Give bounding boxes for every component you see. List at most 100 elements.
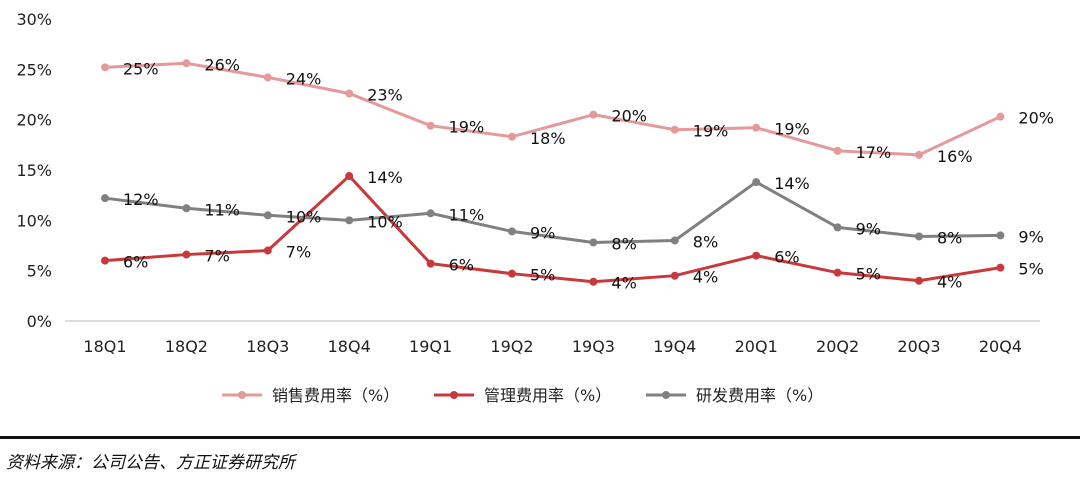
data-point (589, 277, 598, 286)
x-tick-label: 18Q4 (328, 337, 371, 356)
line-chart: 0% 5% 10% 15% 20% 25% 30% 18Q1 18Q2 18Q3 18Q4 19Q1 1… (16, 10, 1054, 405)
data-point (752, 123, 761, 132)
data-label: 7% (286, 243, 311, 262)
data-label: 4% (693, 268, 718, 287)
y-tick-label: 20% (16, 111, 52, 130)
data-point (345, 89, 354, 98)
data-label: 23% (367, 85, 403, 104)
data-point (915, 276, 923, 285)
legend-marker (238, 391, 246, 399)
y-tick-label: 15% (16, 161, 52, 180)
legend-label: 研发费用率（%） (696, 386, 823, 405)
legend-label: 销售费用率（%） (272, 386, 399, 405)
data-point (101, 256, 109, 265)
data-point (833, 268, 842, 277)
data-point (182, 204, 191, 213)
x-tick-label: 19Q2 (490, 337, 533, 356)
series-line (104, 173, 1001, 284)
x-tick-label: 20Q4 (979, 337, 1022, 356)
data-point (263, 73, 272, 82)
data-label: 12% (123, 190, 159, 209)
data-point (589, 110, 598, 119)
data-point (101, 63, 109, 72)
data-label: 8% (611, 234, 636, 253)
x-tick-label: 18Q1 (83, 337, 126, 356)
y-tick-label: 25% (16, 60, 52, 79)
data-point (589, 238, 598, 247)
data-point (426, 259, 435, 268)
data-label: 19% (449, 118, 485, 137)
data-point (833, 146, 842, 155)
data-point (752, 251, 761, 260)
data-point (915, 150, 923, 159)
data-point (263, 246, 272, 255)
data-label: 5% (856, 265, 881, 284)
legend-marker (450, 391, 458, 399)
data-label: 20% (611, 107, 647, 126)
data-label: 16% (937, 147, 973, 166)
x-tick-label: 19Q1 (409, 337, 452, 356)
y-tick-label: 5% (27, 262, 52, 281)
data-label: 14% (367, 168, 403, 187)
data-point (996, 263, 1005, 272)
series-line (104, 180, 1001, 244)
data-point (508, 269, 516, 278)
y-tick-label: 30% (16, 10, 52, 29)
data-label: 9% (530, 223, 555, 242)
x-tick-label: 18Q2 (165, 337, 208, 356)
data-label: 8% (693, 232, 718, 251)
data-point (182, 250, 191, 259)
data-label: 19% (774, 120, 810, 139)
data-label: 19% (693, 122, 729, 141)
data-label: 25% (123, 59, 159, 78)
series-line (104, 61, 1002, 157)
data-label: 20% (1018, 109, 1054, 128)
x-tick-label: 20Q2 (816, 337, 859, 356)
divider (0, 436, 1080, 439)
data-label: 5% (530, 266, 555, 285)
data-label: 5% (1018, 260, 1043, 279)
data-point (996, 112, 1005, 121)
data-point (508, 227, 516, 236)
legend-marker (662, 391, 670, 399)
data-label: 6% (774, 248, 799, 267)
x-tick-label: 20Q3 (897, 337, 940, 356)
data-label: 24% (286, 69, 322, 88)
data-label: 6% (123, 253, 148, 272)
data-label: 10% (286, 207, 322, 226)
data-point (101, 194, 109, 203)
source-note: 资料来源：公司公告、方正证券研究所 (6, 453, 295, 473)
data-point (670, 236, 679, 245)
data-point (426, 121, 435, 130)
data-point (915, 232, 923, 241)
data-point (263, 211, 272, 220)
y-tick-label: 0% (27, 312, 52, 331)
data-point (345, 172, 354, 181)
data-label: 4% (937, 273, 962, 292)
data-label: 8% (937, 228, 962, 247)
data-label: 4% (611, 274, 636, 293)
data-point (670, 271, 679, 280)
data-point (833, 223, 842, 232)
data-label: 11% (204, 200, 240, 219)
data-point (996, 231, 1005, 240)
legend-label: 管理费用率（%） (484, 386, 611, 405)
data-label: 17% (856, 143, 892, 162)
x-tick-label: 19Q4 (653, 337, 696, 356)
x-tick-label: 18Q3 (246, 337, 289, 356)
data-point (345, 216, 354, 225)
data-label: 6% (449, 256, 474, 275)
data-label: 10% (367, 212, 403, 231)
data-label: 18% (530, 129, 566, 148)
data-label: 9% (1018, 227, 1043, 246)
data-label: 14% (774, 174, 810, 193)
data-label: 9% (856, 219, 881, 238)
data-label: 11% (449, 205, 485, 224)
x-tick-label: 19Q3 (572, 337, 615, 356)
data-label: 26% (204, 55, 240, 74)
data-point (670, 125, 679, 134)
data-point (752, 178, 761, 187)
data-point (182, 59, 191, 68)
data-label: 7% (204, 247, 229, 266)
